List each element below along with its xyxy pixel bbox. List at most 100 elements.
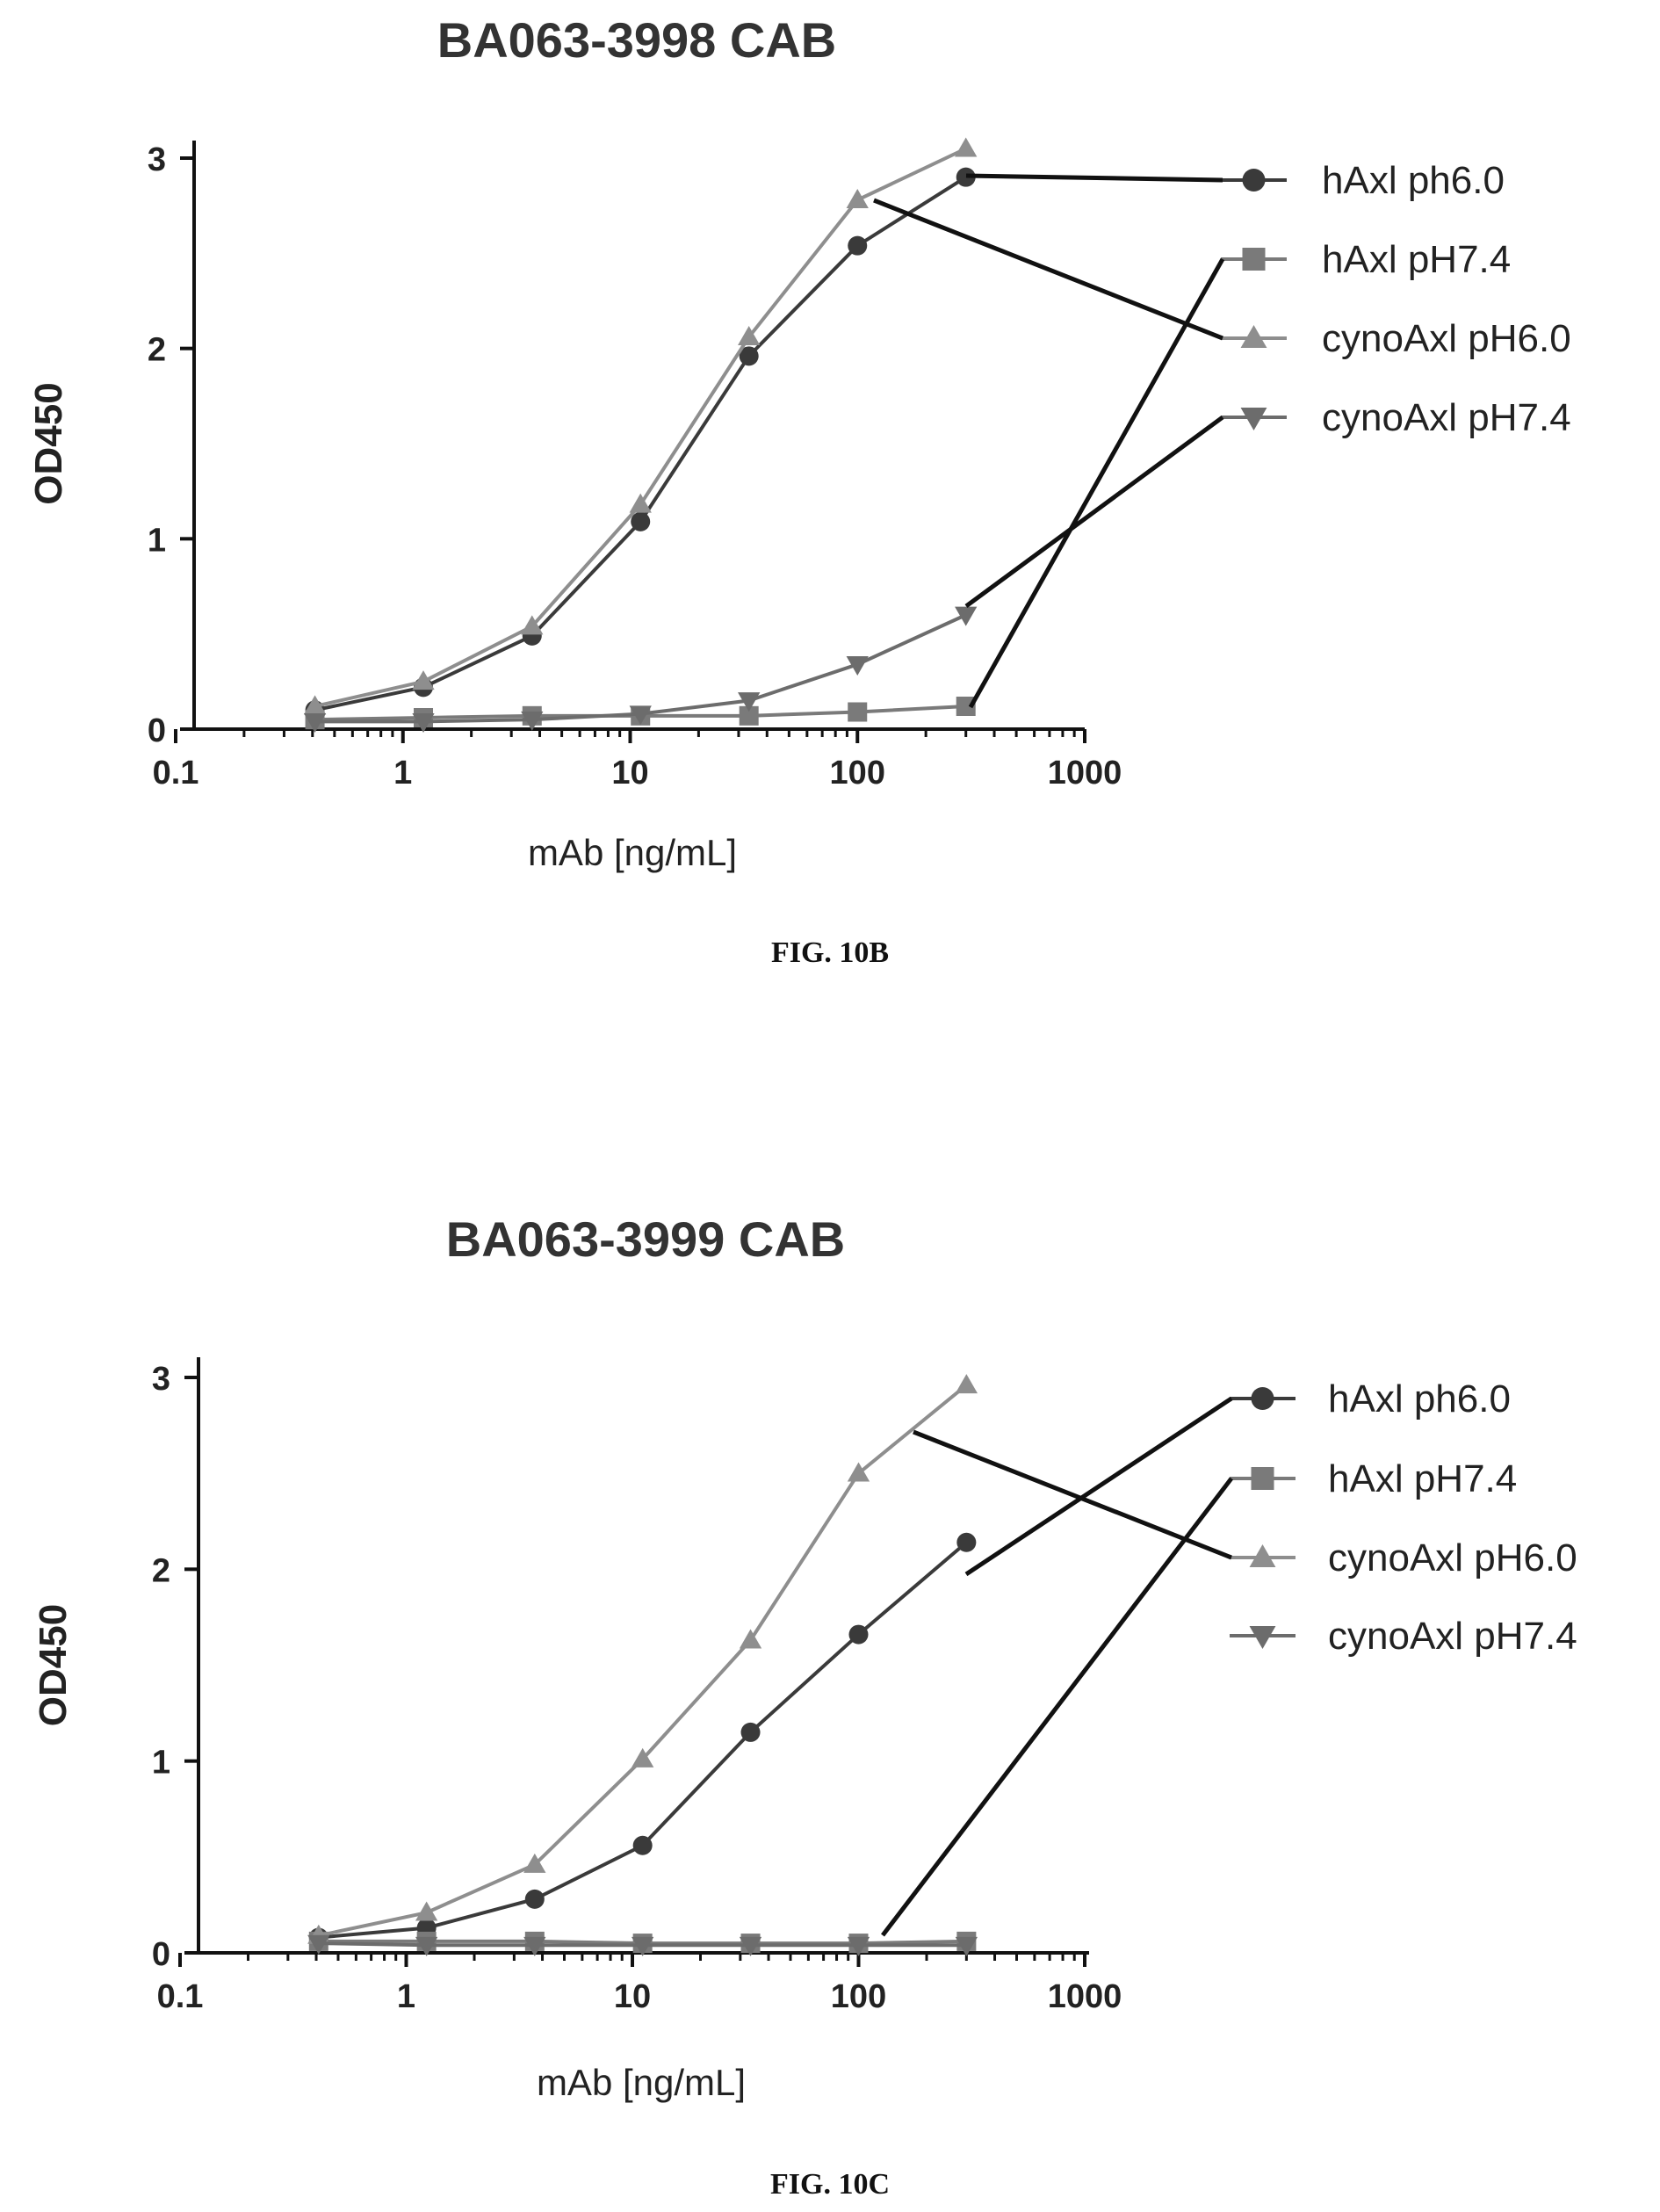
data-point: [521, 711, 544, 731]
data-point: [629, 705, 652, 726]
data-point: [739, 1936, 762, 1956]
data-point: [848, 1624, 869, 1645]
figure-caption: FIG. 10B: [771, 936, 889, 969]
data-point: [524, 1889, 545, 1909]
legend-entry: cynoAxl pH6.0: [1221, 317, 1571, 360]
data-point: [955, 1374, 978, 1394]
data-point: [307, 1934, 330, 1955]
chart-panel-1: BA063-3998 CAB 0 1 2 3 0.1 1 10 100 1000 mAb [ng/m…: [27, 12, 1571, 969]
legend-leader-line: [913, 1429, 1232, 1560]
data-point: [847, 1936, 870, 1956]
legend-label: hAxl ph6.0: [1322, 159, 1505, 202]
legend-marker: [1251, 1387, 1274, 1410]
chart-title: BA063-3999 CAB: [446, 1211, 845, 1267]
series-line: [314, 175, 967, 712]
data-point: [847, 1462, 870, 1482]
x-tick-label: 0.1: [153, 755, 199, 792]
data-point: [739, 705, 759, 726]
data-point: [632, 1747, 654, 1767]
y-tick-label: 0: [152, 1936, 170, 1973]
data-point: [412, 670, 435, 690]
data-point: [955, 606, 978, 626]
x-tick-label: 1000: [1048, 755, 1122, 792]
series-line: [314, 147, 967, 708]
x-tick-label: 1000: [1048, 1978, 1122, 2015]
legend-entry: hAxl ph6.0: [1221, 159, 1505, 202]
y-tick-label: 1: [148, 522, 166, 559]
data-point: [955, 137, 978, 157]
legend-marker: [1249, 1625, 1276, 1649]
legend-label: hAxl pH7.4: [1328, 1457, 1517, 1500]
x-tick-label: 1: [393, 755, 412, 792]
legend-leader-line: [965, 173, 1223, 183]
chart-title: BA063-3998 CAB: [437, 12, 836, 68]
data-point: [740, 1722, 761, 1742]
series-line: [318, 1541, 968, 1940]
data-point: [632, 1835, 653, 1855]
legend-leader-line: [968, 257, 1225, 709]
data-point: [956, 167, 976, 187]
x-tick-label: 10: [614, 1978, 651, 2015]
data-point: [848, 702, 868, 722]
data-point: [955, 1936, 978, 1956]
legend-leader-line: [964, 1396, 1233, 1577]
legend-entry: hAxl ph6.0: [1230, 1377, 1511, 1420]
data-point: [303, 712, 327, 733]
data-point: [738, 326, 761, 346]
x-tick-label: 100: [830, 755, 885, 792]
series-triangle-down: [303, 606, 978, 733]
x-tick-label: 10: [611, 755, 648, 792]
y-tick-label: 0: [148, 712, 166, 749]
data-point: [848, 235, 868, 256]
y-tick-label: 2: [152, 1552, 170, 1589]
legend-marker: [1242, 169, 1266, 192]
data-point: [632, 1936, 654, 1956]
series-line: [314, 613, 967, 724]
legend-label: cynoAxl pH6.0: [1322, 317, 1571, 360]
data-point: [631, 511, 651, 531]
x-axis-label: mAb [ng/mL]: [537, 2062, 746, 2103]
data-point: [739, 1629, 762, 1649]
legend-label: cynoAxl pH7.4: [1322, 396, 1571, 439]
y-tick-label: 3: [148, 141, 166, 178]
data-point: [629, 493, 652, 513]
series-triangle-down: [307, 1934, 978, 1956]
x-tick-label: 1: [397, 1978, 415, 2015]
series-triangle-up: [303, 137, 978, 715]
y-axis-label: OD450: [32, 1604, 75, 1726]
data-point: [846, 655, 869, 676]
legend-label: hAxl ph6.0: [1328, 1377, 1511, 1420]
data-point: [739, 346, 759, 366]
data-point: [521, 615, 544, 635]
legend-leader-line: [881, 1477, 1233, 1937]
legend-marker: [1240, 407, 1267, 430]
legend-leader-line: [964, 415, 1224, 609]
legend-marker: [1251, 1467, 1274, 1490]
data-point: [303, 695, 327, 715]
chart-panel-2: BA063-3999 CAB 0 1 2 3 0.1 1 10 100 1000 mAb [ng/m…: [32, 1211, 1577, 2201]
series-triangle-up: [307, 1374, 978, 1944]
data-point: [415, 1901, 438, 1921]
data-point: [415, 1936, 438, 1956]
data-point: [738, 692, 761, 712]
data-point: [523, 1853, 546, 1873]
legend-entry: hAxl pH7.4: [1230, 1457, 1517, 1500]
y-tick-label: 3: [152, 1361, 170, 1398]
data-point: [846, 189, 869, 209]
series-circle: [305, 167, 976, 720]
y-axis-label: OD450: [27, 382, 70, 504]
legend-entry: cynoAxl pH7.4: [1221, 396, 1571, 439]
data-point: [412, 712, 435, 733]
x-tick-label: 0.1: [157, 1978, 204, 2015]
legend-leader-line: [873, 198, 1223, 341]
series-circle: [308, 1532, 977, 1948]
legend-entry: cynoAxl pH7.4: [1230, 1615, 1577, 1658]
data-point: [956, 697, 976, 716]
x-axis-label: mAb [ng/mL]: [528, 832, 737, 873]
figure-caption: FIG. 10C: [770, 2168, 890, 2201]
legend-marker: [1249, 1544, 1276, 1568]
legend-label: cynoAxl pH7.4: [1328, 1615, 1577, 1658]
data-point: [523, 1936, 546, 1956]
data-point: [956, 1532, 977, 1552]
